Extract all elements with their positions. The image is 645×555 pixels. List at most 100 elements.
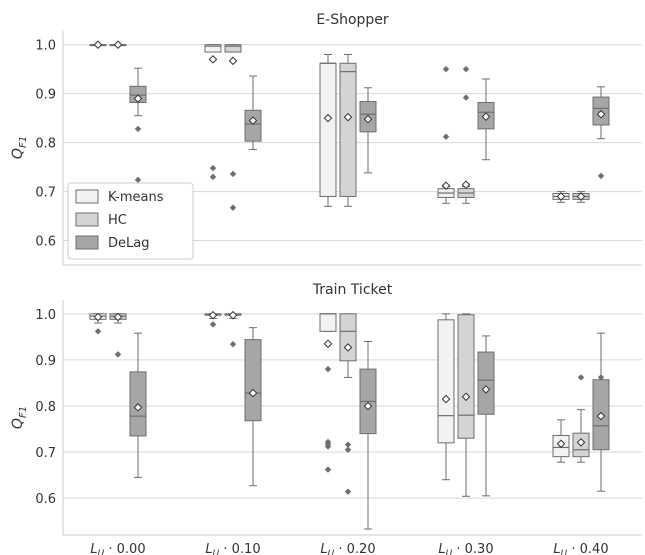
box-k-means <box>319 53 337 207</box>
box-body <box>457 314 475 439</box>
x-tick-label: LU · 0.10 <box>205 542 260 555</box>
train-ticket-panel: 0.6 0.7 0.8 0.9 1.0 Train Ticket QF1 LU · 0.00 L… <box>10 282 642 555</box>
outlier-point <box>442 133 450 140</box>
box-body <box>204 44 222 53</box>
mean-marker <box>363 401 373 411</box>
mean-marker <box>596 109 606 119</box>
outlier-point <box>114 351 122 358</box>
box-k-means <box>89 312 107 335</box>
y-axis-label: QF1 <box>10 136 29 159</box>
panel-title: Train Ticket <box>312 282 393 298</box>
outlier-point <box>134 125 142 133</box>
legend: K-means HC DeLag <box>67 182 194 260</box>
mean-marker <box>93 40 103 49</box>
mean-marker <box>441 181 451 190</box>
mean-marker <box>556 192 566 201</box>
box-hc <box>339 313 357 495</box>
legend-label: K-means <box>108 190 164 205</box>
outlier-point <box>462 65 470 73</box>
mean-marker <box>208 55 218 64</box>
box-body <box>319 62 337 197</box>
legend-swatch <box>75 235 99 250</box>
mean-marker <box>133 403 143 412</box>
box-body <box>477 351 495 415</box>
box-k-means <box>552 419 570 463</box>
box-k-means <box>204 44 222 181</box>
box-delag <box>592 86 610 180</box>
box-k-means <box>89 40 107 49</box>
box-delag <box>477 78 495 161</box>
y-tick-label: 0.9 <box>35 88 56 103</box>
y-tick-label: 0.8 <box>35 400 56 415</box>
legend-label: DeLag <box>108 236 149 251</box>
y-tick-label: 0.6 <box>35 492 56 507</box>
box-delag <box>477 335 495 497</box>
outlier-point <box>597 172 605 180</box>
box-body <box>224 44 242 53</box>
mean-marker <box>363 114 373 124</box>
box-k-means <box>552 191 570 203</box>
legend-swatch <box>75 212 99 227</box>
mean-marker <box>133 94 143 103</box>
box-hc <box>224 310 242 348</box>
mean-marker <box>343 343 353 352</box>
box-body <box>244 109 262 142</box>
legend-swatch <box>75 189 99 204</box>
y-tick-label: 1.0 <box>35 39 56 54</box>
y-tick-label: 0.7 <box>35 446 56 461</box>
box-body <box>319 313 337 332</box>
box-hc <box>109 312 127 358</box>
mean-marker <box>481 112 491 121</box>
mean-marker <box>576 438 586 447</box>
box-k-means <box>437 313 455 481</box>
outlier-point <box>324 466 332 473</box>
legend-label: HC <box>108 213 127 228</box>
x-tick-label: LU · 0.00 <box>90 542 145 555</box>
outlier-point <box>442 65 450 73</box>
y-axis-label: QF1 <box>10 406 29 429</box>
box-body <box>437 319 455 444</box>
y-tick-label: 0.7 <box>35 186 56 201</box>
box-delag <box>359 340 377 530</box>
mean-marker <box>481 385 491 394</box>
panel-title: E-Shopper <box>316 12 389 28</box>
x-tick-label: LU · 0.40 <box>553 542 608 555</box>
box-delag <box>129 332 147 478</box>
box-k-means <box>319 313 337 473</box>
outlier-point <box>229 204 237 211</box>
outlier-point <box>209 173 217 181</box>
mean-marker <box>113 312 123 322</box>
mean-marker <box>323 339 333 349</box>
mean-marker <box>441 394 451 404</box>
box-hc <box>572 191 590 203</box>
box-hc <box>457 65 475 204</box>
outlier-point <box>344 488 352 495</box>
outlier-point <box>94 328 102 335</box>
outlier-point <box>134 176 142 184</box>
outlier-point <box>324 365 332 373</box>
outlier-point <box>462 94 470 101</box>
box-delag <box>129 67 147 184</box>
x-tick-label: LU · 0.20 <box>320 542 375 555</box>
outlier-point <box>344 441 352 448</box>
y-tick-label: 1.0 <box>35 308 56 323</box>
box-body <box>339 313 357 362</box>
box-body <box>244 339 262 422</box>
mean-marker <box>596 411 606 421</box>
outlier-point <box>324 443 332 450</box>
outlier-point <box>344 446 352 453</box>
outlier-point <box>577 374 585 381</box>
box-k-means <box>204 310 222 328</box>
mean-marker <box>576 192 586 201</box>
mean-marker <box>323 113 333 123</box>
outlier-point <box>209 321 217 328</box>
mean-marker <box>93 312 103 322</box>
y-tick-label: 0.8 <box>35 137 56 152</box>
y-tick-label: 0.6 <box>35 235 56 250</box>
box-delag <box>359 87 377 174</box>
box-hc <box>109 40 127 49</box>
mean-marker <box>248 116 258 125</box>
outlier-point <box>229 170 237 178</box>
outlier-point <box>597 374 605 381</box>
